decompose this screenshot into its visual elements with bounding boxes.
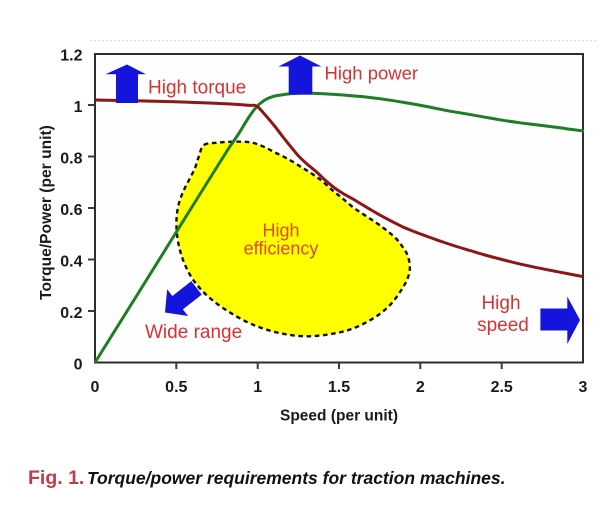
svg-text:2.5: 2.5	[491, 379, 513, 396]
svg-text:3: 3	[579, 379, 588, 396]
svg-text:0: 0	[74, 357, 83, 374]
svg-text:Speed (per unit): Speed (per unit)	[280, 408, 398, 425]
svg-text:0.4: 0.4	[60, 254, 82, 271]
svg-text:High torque: High torque	[148, 78, 246, 99]
svg-text:speed: speed	[477, 315, 529, 336]
svg-text:Fig. 1.: Fig. 1.	[28, 467, 84, 489]
svg-text:High: High	[481, 293, 520, 314]
svg-text:High power: High power	[325, 63, 419, 84]
svg-text:1: 1	[253, 379, 262, 396]
svg-text:1.2: 1.2	[60, 48, 82, 65]
svg-text:Torque/Power (per unit): Torque/Power (per unit)	[38, 125, 55, 300]
svg-text:0: 0	[91, 379, 100, 396]
svg-text:Torque/power requirements for: Torque/power requirements for traction m…	[87, 468, 505, 488]
svg-text:0.6: 0.6	[60, 202, 82, 219]
svg-text:0.8: 0.8	[60, 151, 82, 168]
svg-text:efficiency: efficiency	[244, 239, 319, 259]
svg-text:Wide range: Wide range	[145, 322, 242, 343]
svg-text:0.5: 0.5	[165, 379, 187, 396]
svg-text:High: High	[262, 221, 299, 241]
svg-text:0.2: 0.2	[60, 305, 82, 322]
svg-text:1.5: 1.5	[328, 379, 350, 396]
svg-text:1: 1	[74, 99, 83, 116]
svg-text:2: 2	[416, 379, 425, 396]
